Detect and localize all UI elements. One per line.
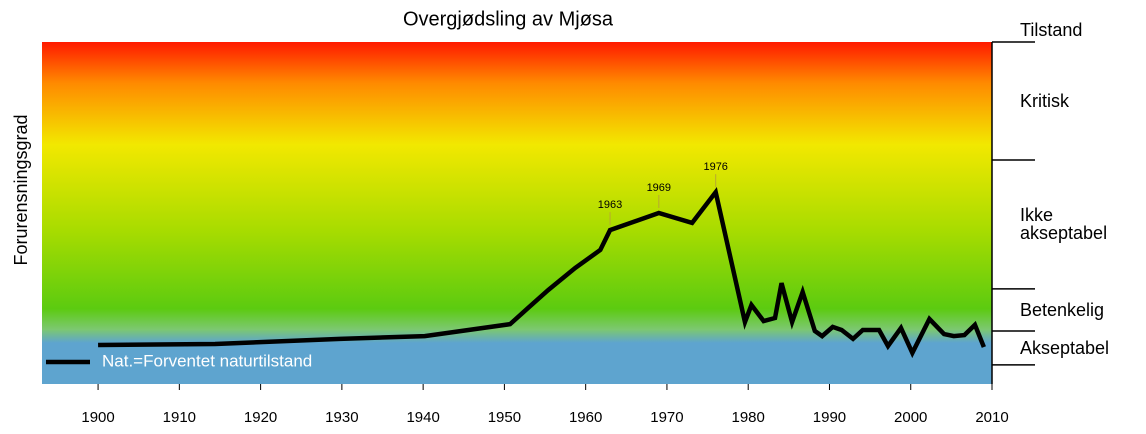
x-tick-label: 1910 — [163, 409, 196, 426]
x-tick-label: 1980 — [732, 409, 765, 426]
x-tick-label: 2010 — [975, 409, 1008, 426]
zone-header: Tilstand — [1020, 20, 1083, 40]
zone-label: Ikke akseptabel — [1020, 205, 1108, 244]
y-axis-label: Forurensningsgrad — [11, 114, 31, 265]
data-line — [98, 186, 986, 359]
x-tick-label: 1990 — [813, 409, 846, 426]
zone-label: Kritisk — [1020, 90, 1069, 111]
x-tick-label: 1920 — [244, 409, 277, 426]
legend-label: Nat.=Forventet naturtilstand — [102, 351, 312, 370]
x-tick-label: 1950 — [488, 409, 521, 426]
x-tick-label: 1960 — [569, 409, 602, 426]
zone-label: Akseptabel — [1020, 337, 1110, 358]
plot-background — [42, 42, 992, 384]
x-tick-label: 1970 — [650, 409, 683, 426]
annotation-label: 1963 — [598, 199, 622, 211]
x-tick-label: 1930 — [325, 409, 358, 426]
annotation-label: 1976 — [703, 161, 727, 173]
x-tick-label: 1900 — [81, 409, 114, 426]
zone-label: Betenkelig — [1020, 299, 1105, 320]
x-tick-label: 1940 — [406, 409, 439, 426]
x-tick-label: 2000 — [894, 409, 927, 426]
annotation-label: 1969 — [647, 182, 671, 194]
chart-title: Overgjødsling av Mjøsa — [403, 8, 614, 30]
